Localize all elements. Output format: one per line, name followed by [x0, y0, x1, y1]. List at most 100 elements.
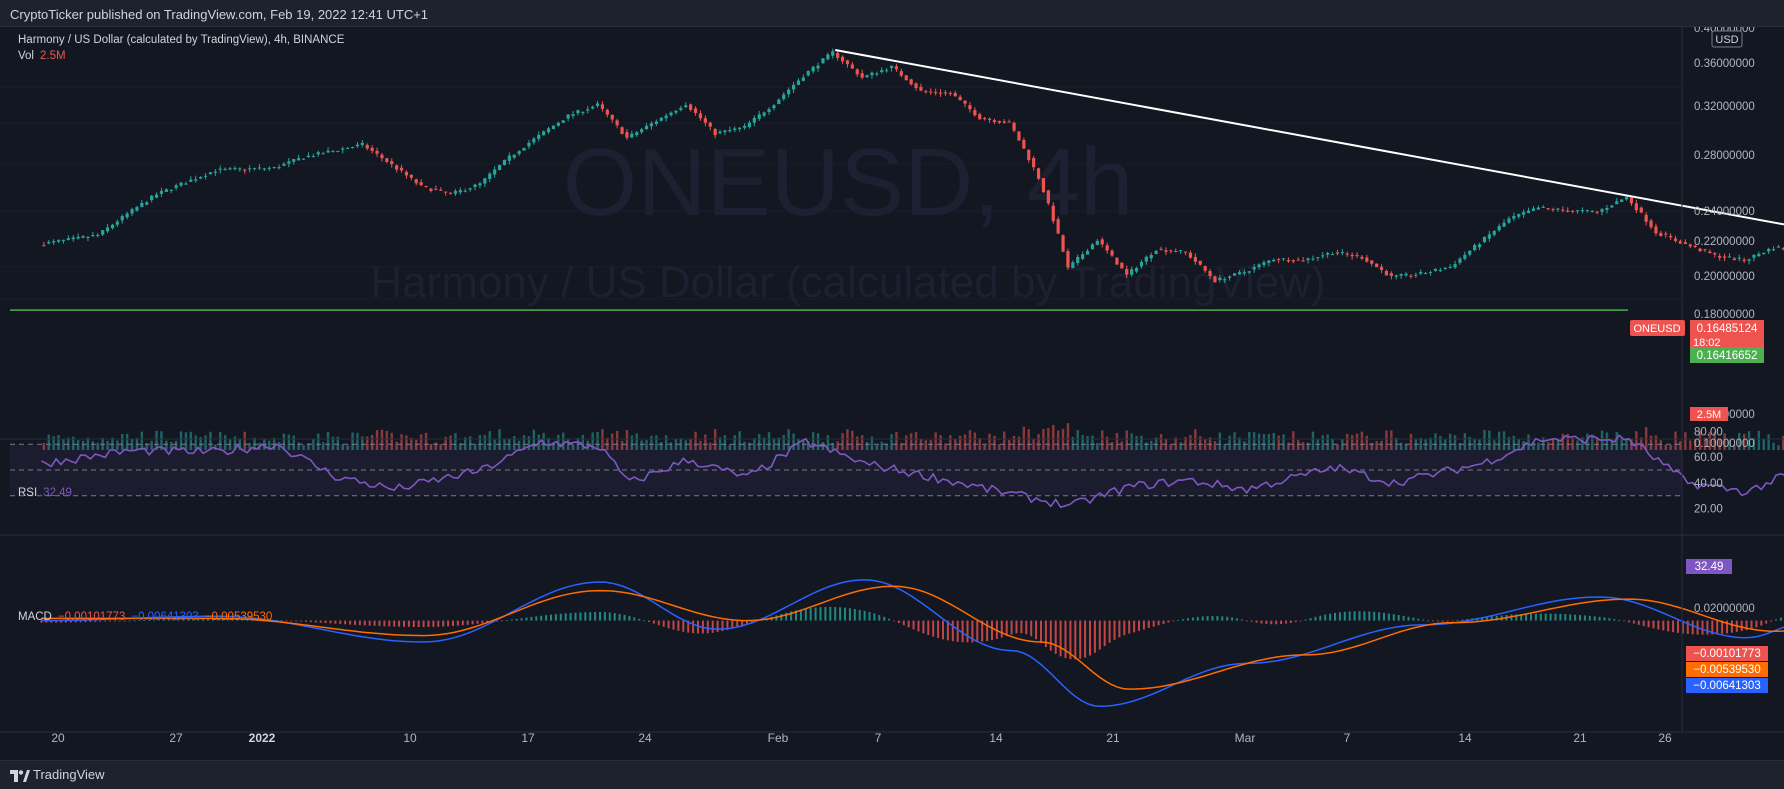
volume-bar	[1007, 440, 1011, 450]
candle-body	[649, 123, 654, 127]
macd-histogram-bar	[1569, 614, 1572, 621]
volume-bar	[165, 440, 168, 450]
macd-histogram-bar	[422, 620, 425, 627]
macd-histogram-bar	[309, 620, 312, 623]
macd-histogram-bar	[927, 620, 930, 635]
time-tick-label: 26	[1658, 731, 1672, 745]
candle-body	[429, 188, 433, 191]
macd-histogram-bar	[1554, 613, 1557, 621]
candle-body	[664, 115, 668, 119]
macd-histogram-bar	[515, 618, 518, 621]
macd-histogram-bar	[648, 620, 650, 622]
price-tick-label: 0.32000000	[1694, 101, 1755, 113]
volume-bar	[116, 440, 119, 450]
volume-bar	[1595, 437, 1599, 450]
time-tick-label: 17	[521, 731, 535, 745]
rsi-legend[interactable]: RSI 32.49	[18, 487, 78, 499]
macd-histogram-bar	[1392, 614, 1395, 621]
volume-bar	[860, 435, 864, 450]
candle-body	[983, 118, 987, 120]
trendline[interactable]	[835, 48, 1784, 299]
candle-body	[463, 190, 467, 192]
volume-bar	[1747, 431, 1751, 450]
volume-bar	[1380, 440, 1383, 450]
volume-bar	[958, 435, 962, 450]
macd-histogram-bar	[1211, 616, 1214, 621]
volume-bar	[1272, 432, 1275, 450]
macd-histogram-bar	[1662, 620, 1665, 631]
currency-badge[interactable]: USD	[1711, 30, 1743, 48]
volume-bar	[1233, 432, 1236, 450]
symbol-legend[interactable]: Harmony / US Dollar (calculated by Tradi…	[18, 34, 350, 46]
volume-bar	[1409, 433, 1413, 450]
rsi-tick-label: 60.00	[1694, 452, 1723, 464]
chart-area[interactable]: ONEUSD, 4h Harmony / US Dollar (calculat…	[0, 27, 1784, 760]
macd-histogram-bar	[1373, 611, 1376, 621]
volume-bar	[179, 431, 183, 450]
candle-body	[512, 154, 516, 158]
macd-histogram-bar	[1387, 613, 1390, 621]
macd-histogram-bar	[216, 618, 219, 621]
macd-value-hist: −0.00101773	[57, 611, 126, 623]
candle-body	[1066, 251, 1070, 268]
candle-body	[1095, 240, 1099, 245]
candle-body	[91, 235, 95, 237]
volume-bar	[885, 443, 888, 450]
macd-histogram-bar	[285, 620, 288, 622]
volume-bar	[1375, 440, 1378, 450]
macd-histogram-bar	[1079, 620, 1082, 659]
volume-bar	[1542, 437, 1545, 450]
rsi-scale[interactable]: 80.00 60.00 40.00 20.00	[1694, 426, 1723, 515]
volume-legend[interactable]: Vol 2.5M	[18, 50, 72, 62]
macd-histogram-bar	[280, 620, 283, 622]
candle-body	[169, 189, 173, 191]
candle-body	[1281, 258, 1286, 260]
candle-body	[316, 152, 320, 155]
candle-body	[1218, 277, 1222, 281]
candle-body	[468, 188, 472, 190]
volume-bar	[1473, 439, 1476, 450]
candle-body	[1502, 222, 1506, 227]
macd-histogram-bar	[133, 620, 136, 622]
volume-bar	[615, 430, 619, 450]
volume-bar	[1561, 433, 1565, 450]
price-tick-label: 0.18000000	[1694, 309, 1755, 321]
time-axis[interactable]: 20 27 2022 10 17 24 Feb 7 14 21 Mar 7 14 21 26	[51, 731, 1672, 745]
volume-bar	[963, 434, 967, 450]
candle-body	[1208, 271, 1212, 277]
candle-body	[1301, 260, 1305, 262]
volume-bar	[1493, 440, 1496, 450]
volume-bar	[1194, 429, 1197, 450]
candle-body	[1032, 158, 1036, 168]
volume-bar	[478, 435, 482, 450]
macd-histogram-bar	[1579, 615, 1581, 621]
volume-bar	[199, 437, 202, 450]
macd-histogram-bar	[530, 616, 533, 621]
volume-bar	[1012, 435, 1016, 450]
candle-body	[199, 177, 203, 179]
candle-body	[1453, 264, 1457, 268]
candle-body	[453, 190, 458, 194]
volume-bar	[1777, 445, 1780, 450]
macd-histogram-bar	[1250, 620, 1253, 622]
candle-body	[203, 175, 208, 177]
macd-histogram-bar	[1451, 620, 1454, 622]
candle-body	[380, 154, 384, 159]
volume-bar	[1135, 436, 1138, 450]
candle-body	[1629, 197, 1634, 204]
macd-legend[interactable]: MACD −0.00101773 −0.00641303 −0.00539530	[18, 611, 278, 623]
volume-bar	[390, 432, 393, 450]
macd-histogram-bar	[956, 620, 959, 642]
volume-bar	[1360, 431, 1364, 450]
macd-histogram-bar	[1240, 619, 1243, 621]
candle-body	[390, 161, 394, 165]
candle-body	[870, 72, 874, 76]
candle-body	[1693, 245, 1697, 247]
candle-body	[1512, 216, 1516, 219]
macd-histogram-bar	[403, 620, 405, 627]
candle-body	[395, 165, 399, 170]
volume-bar	[76, 440, 80, 450]
time-tick-label: 21	[1573, 731, 1587, 745]
volume-bar	[664, 435, 668, 450]
price-scale[interactable]: 0.400000000.360000000.320000000.28000000…	[1694, 27, 1755, 450]
